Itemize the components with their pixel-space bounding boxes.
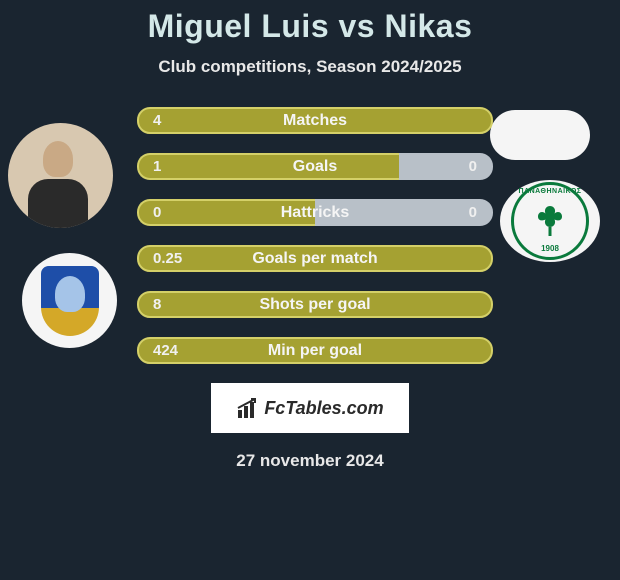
stat-bar-left: 4 (137, 107, 493, 134)
stat-value-right: 0 (469, 204, 477, 221)
brand-text: FcTables.com (264, 398, 383, 419)
bars-icon (236, 396, 260, 420)
page-title: Miguel Luis vs Nikas (0, 8, 620, 45)
stat-bar-left: 1 (137, 153, 399, 180)
club-right-ring: ΠΑΝΑΘΗΝΑΪΚΟΣ 1908 (511, 182, 589, 260)
stat-row: 00Hattricks (137, 199, 493, 226)
date-label: 27 november 2024 (0, 451, 620, 471)
player-right-avatar (490, 110, 590, 160)
club-right-year: 1908 (541, 244, 559, 253)
brand-label: FcTables.com (236, 396, 383, 420)
stat-value-left: 1 (153, 158, 161, 175)
stat-value-left: 8 (153, 296, 161, 313)
stat-value-right: 0 (469, 158, 477, 175)
stat-bar-left: 0 (137, 199, 315, 226)
shield-icon (41, 266, 99, 336)
brand-badge: FcTables.com (211, 383, 409, 433)
stat-bar-right: 0 (399, 153, 493, 180)
subtitle: Club competitions, Season 2024/2025 (0, 57, 620, 77)
stat-row: 4Matches (137, 107, 493, 134)
comparison-infographic: Miguel Luis vs Nikas Club competitions, … (0, 0, 620, 580)
stat-bar-left: 8 (137, 291, 493, 318)
stat-value-left: 0 (153, 204, 161, 221)
stat-bar-left: 0.25 (137, 245, 493, 272)
stat-value-left: 0.25 (153, 250, 182, 267)
stat-bar-left: 424 (137, 337, 493, 364)
player-left-avatar (8, 123, 113, 228)
stat-row: 8Shots per goal (137, 291, 493, 318)
stat-bars: 4Matches10Goals00Hattricks0.25Goals per … (137, 107, 493, 364)
stat-bar-right: 0 (315, 199, 493, 226)
club-right-badge: ΠΑΝΑΘΗΝΑΪΚΟΣ 1908 (500, 180, 600, 262)
stat-value-left: 424 (153, 342, 178, 359)
stat-row: 10Goals (137, 153, 493, 180)
shamrock-icon (532, 203, 568, 239)
club-left-badge (22, 253, 117, 348)
stat-row: 0.25Goals per match (137, 245, 493, 272)
stat-row: 424Min per goal (137, 337, 493, 364)
stat-value-left: 4 (153, 112, 161, 129)
club-right-name: ΠΑΝΑΘΗΝΑΪΚΟΣ (519, 188, 582, 195)
